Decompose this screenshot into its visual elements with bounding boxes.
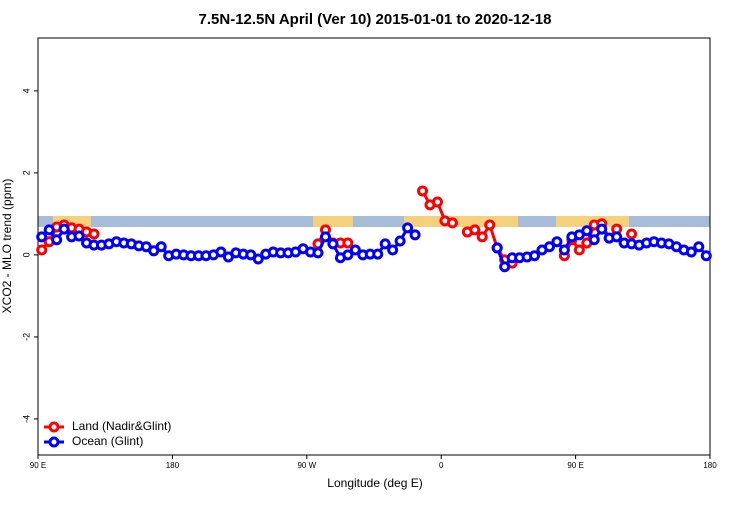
y-tick-label: 0: [21, 252, 31, 257]
data-point: [73, 230, 85, 242]
y-tick-label: -4: [21, 415, 31, 423]
data-point: [379, 238, 391, 250]
x-tick-label: 180: [166, 461, 180, 470]
y-axis-label: XCO2 - MLO trend (ppm): [0, 179, 14, 314]
data-point: [36, 231, 48, 243]
data-point: [476, 231, 488, 243]
data-point: [417, 185, 429, 197]
data-point: [394, 235, 406, 247]
data-point: [58, 223, 70, 235]
y-tick-label: -2: [21, 333, 31, 341]
data-point: [626, 228, 638, 240]
x-tick-label: 0: [439, 461, 444, 470]
data-point: [215, 246, 227, 258]
x-tick-label: 180: [703, 461, 717, 470]
data-point: [588, 234, 600, 246]
x-tick-label: 90 W: [297, 461, 316, 470]
legend-marker: [48, 436, 60, 448]
data-point: [88, 228, 100, 240]
ocean-band: [38, 216, 710, 227]
data-point: [155, 241, 167, 253]
data-point: [349, 244, 361, 256]
data-point: [491, 242, 503, 254]
data-point: [551, 236, 563, 248]
data-point: [685, 246, 697, 258]
data-point: [693, 241, 705, 253]
data-point: [431, 196, 443, 208]
data-point: [319, 231, 331, 243]
data-point: [372, 248, 384, 260]
x-tick-label: 90 E: [567, 461, 583, 470]
data-point: [611, 231, 623, 243]
data-point: [558, 244, 570, 256]
y-tick-label: 2: [21, 170, 31, 175]
legend-label: Land (Nadir&Glint): [72, 419, 171, 433]
data-point: [499, 261, 511, 273]
data-point: [529, 250, 541, 262]
data-point: [596, 223, 608, 235]
data-point: [581, 225, 593, 237]
data-point: [700, 250, 712, 262]
data-point: [43, 224, 55, 236]
data-point: [387, 244, 399, 256]
data-point: [327, 238, 339, 250]
data-point: [402, 222, 414, 234]
data-point: [469, 224, 481, 236]
data-point: [543, 241, 555, 253]
data-point: [51, 234, 63, 246]
data-point: [342, 237, 354, 249]
data-point: [36, 244, 48, 256]
data-point: [342, 249, 354, 261]
x-axis-label: Longitude (deg E): [327, 476, 422, 490]
legend-marker: [48, 421, 60, 433]
y-tick-label: 4: [21, 88, 31, 93]
data-point: [573, 244, 585, 256]
data-point: [446, 217, 458, 229]
data-point: [252, 253, 264, 265]
legend-label: Ocean (Glint): [72, 434, 143, 448]
data-point: [409, 229, 421, 241]
x-tick-label: 90 E: [30, 461, 46, 470]
chart-title: 7.5N-12.5N April (Ver 10) 2015-01-01 to …: [199, 11, 552, 28]
data-point: [484, 219, 496, 231]
data-point: [312, 247, 324, 259]
